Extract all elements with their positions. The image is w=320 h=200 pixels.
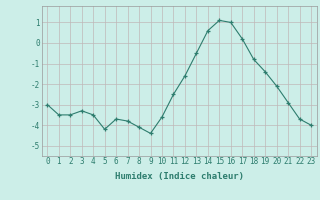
X-axis label: Humidex (Indice chaleur): Humidex (Indice chaleur)	[115, 172, 244, 181]
